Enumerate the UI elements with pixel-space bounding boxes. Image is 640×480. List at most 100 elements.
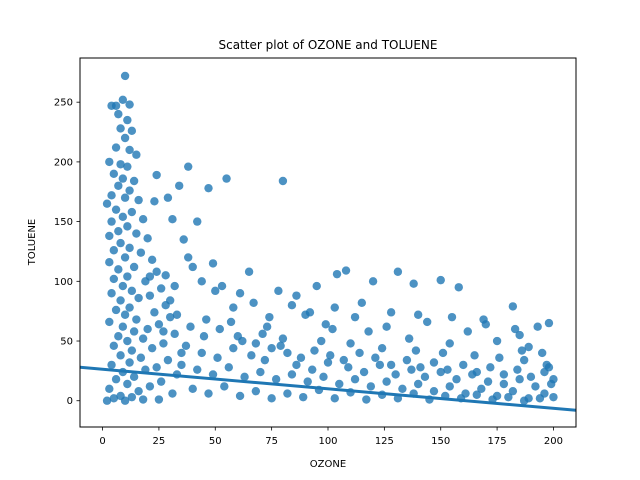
data-point	[111, 101, 121, 110]
x-tick-label: 50	[209, 436, 222, 447]
data-point	[416, 363, 425, 372]
data-point	[114, 181, 123, 190]
data-point	[533, 322, 542, 331]
data-point	[420, 372, 430, 382]
data-point	[368, 277, 378, 286]
data-point	[127, 126, 137, 136]
data-point	[127, 207, 137, 217]
data-point	[125, 186, 134, 195]
data-point	[328, 324, 337, 334]
data-point	[222, 174, 231, 183]
data-point	[344, 363, 353, 372]
data-point	[271, 375, 281, 384]
regression-line	[80, 365, 576, 412]
data-point	[211, 286, 220, 296]
data-point	[156, 377, 166, 386]
data-point	[111, 375, 121, 384]
data-point	[118, 212, 128, 222]
data-point	[256, 367, 265, 377]
data-point	[208, 259, 218, 268]
data-point	[111, 143, 121, 152]
data-point	[238, 336, 247, 346]
data-point	[508, 302, 518, 311]
data-point	[107, 360, 116, 370]
data-point	[229, 303, 238, 312]
data-point	[163, 193, 173, 202]
data-point	[204, 183, 213, 193]
data-point	[283, 389, 292, 398]
data-point	[125, 303, 134, 312]
data-point	[138, 395, 148, 404]
data-point	[118, 322, 128, 331]
data-point	[287, 370, 297, 379]
data-point	[486, 363, 495, 372]
data-point	[355, 348, 364, 358]
y-axis: 0 50 100 150 200 250	[54, 98, 80, 407]
data-point	[468, 370, 477, 379]
data-point	[544, 363, 554, 372]
data-point	[116, 351, 125, 360]
data-point	[134, 386, 143, 396]
data-point	[159, 339, 168, 348]
data-point	[123, 379, 132, 389]
x-tick-label: 200	[544, 436, 563, 447]
data-point	[202, 315, 211, 324]
chart-title: Scatter plot of OZONE and TOLUENE	[219, 38, 438, 52]
data-point	[168, 215, 177, 224]
data-point	[292, 360, 301, 370]
data-point	[120, 310, 130, 319]
data-point	[531, 382, 540, 391]
data-point	[317, 336, 326, 346]
data-point	[472, 390, 481, 399]
data-point	[136, 353, 146, 362]
data-point	[132, 150, 141, 159]
data-point	[296, 353, 306, 362]
data-point	[145, 382, 155, 391]
data-point	[409, 279, 418, 288]
data-point	[517, 346, 527, 355]
data-point	[107, 191, 116, 200]
plot-area	[79, 57, 577, 428]
data-point	[134, 195, 143, 205]
data-point	[411, 346, 421, 355]
data-point	[445, 339, 454, 348]
data-point	[154, 395, 164, 404]
data-point	[350, 375, 360, 384]
data-point	[535, 394, 545, 403]
data-point	[129, 327, 139, 336]
data-point	[357, 298, 367, 308]
data-point	[114, 332, 123, 341]
data-point	[513, 365, 522, 374]
data-point	[319, 372, 328, 382]
data-point	[154, 320, 164, 329]
data-point	[240, 372, 249, 382]
data-point	[386, 308, 396, 317]
data-point	[235, 391, 245, 401]
data-point	[391, 370, 400, 379]
data-point	[404, 334, 414, 343]
data-point	[177, 360, 186, 370]
data-point	[184, 253, 193, 262]
data-point	[366, 382, 376, 391]
data-point	[156, 284, 166, 293]
data-point	[265, 312, 274, 322]
data-point	[152, 363, 161, 372]
data-point	[165, 296, 175, 305]
data-point	[127, 286, 137, 296]
data-point	[504, 392, 513, 402]
data-point	[544, 318, 554, 328]
data-point	[402, 355, 412, 365]
data-point	[170, 281, 179, 291]
data-point	[244, 267, 254, 276]
data-point	[459, 360, 468, 370]
data-point	[224, 363, 233, 372]
data-point	[519, 396, 529, 405]
data-point	[132, 315, 141, 324]
data-point	[278, 176, 288, 186]
data-point	[526, 372, 536, 382]
y-tick-label: 200	[54, 157, 73, 168]
data-point	[186, 322, 195, 331]
data-point	[143, 234, 152, 243]
data-point	[152, 267, 161, 276]
data-point	[429, 358, 439, 367]
